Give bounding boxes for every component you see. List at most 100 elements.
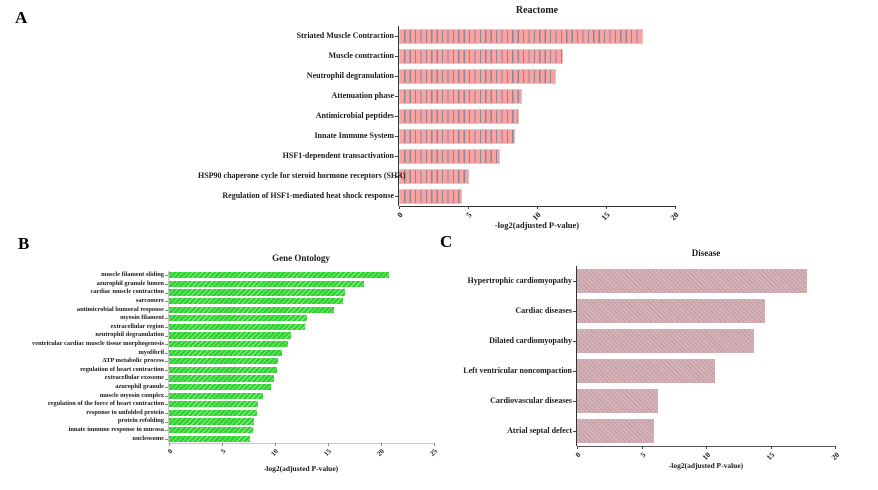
bar <box>169 323 305 331</box>
bar <box>169 272 390 279</box>
bar <box>169 340 288 348</box>
bar <box>169 280 365 288</box>
category-label: innate immune response in mucosa <box>68 425 164 433</box>
bar <box>169 349 283 356</box>
bar <box>399 168 470 184</box>
category-label: Regulation of HSF1-mediated heat shock r… <box>222 191 394 200</box>
x-tick-mark <box>399 206 400 209</box>
bar <box>577 389 659 413</box>
x-tick-label: 5 <box>218 447 227 456</box>
reactome-plot-area: Striated Muscle Contraction Muscle contra… <box>198 26 681 222</box>
bar <box>399 148 500 164</box>
y-tick-mark <box>395 76 398 77</box>
category-label: neutrophil degranulation <box>95 331 164 339</box>
bar <box>169 435 250 442</box>
y-tick-mark <box>395 116 398 117</box>
x-tick-mark <box>641 446 643 449</box>
chart-title-disease: Disease <box>691 248 721 258</box>
x-tick-label: 5 <box>464 210 474 220</box>
bar <box>577 269 807 293</box>
x-tick-label: 25 <box>428 447 439 458</box>
bar <box>169 375 274 382</box>
bar <box>399 48 564 64</box>
y-axis-line <box>576 266 577 446</box>
x-axis-line <box>169 443 434 444</box>
x-tick-mark <box>835 446 836 449</box>
category-label: Antimicrobial peptides <box>315 111 394 120</box>
category-label: myofibril <box>138 348 164 356</box>
bar <box>169 392 264 399</box>
x-tick-mark <box>434 443 435 446</box>
y-tick-mark <box>395 56 398 57</box>
category-label: Dilated cardiomyopathy <box>489 336 572 345</box>
bar <box>399 68 557 84</box>
y-tick-mark <box>573 401 576 402</box>
panel-letter-a: A <box>15 8 28 27</box>
y-tick-mark <box>165 430 168 432</box>
x-tick-mark <box>770 446 772 449</box>
x-tick-label: 15 <box>599 210 612 223</box>
bar <box>577 359 716 383</box>
x-tick-mark <box>381 443 382 446</box>
y-tick-mark <box>165 378 168 380</box>
y-tick-mark <box>395 156 398 157</box>
category-label: azurophil granule lumen <box>96 279 164 287</box>
bar <box>169 366 278 374</box>
y-tick-mark <box>165 395 168 397</box>
bar <box>169 358 279 365</box>
category-label: cardiac muscle contraction <box>90 288 164 296</box>
y-tick-mark <box>165 352 168 354</box>
y-axis-line <box>398 26 399 206</box>
bar <box>169 418 254 425</box>
x-tick-mark <box>606 206 607 209</box>
y-tick-mark <box>165 309 168 311</box>
y-tick-mark <box>573 431 576 432</box>
category-label: Cardiac diseases <box>515 306 572 315</box>
x-tick-label: 20 <box>828 450 841 462</box>
category-label: Innate Immune System <box>314 131 394 140</box>
y-tick-mark <box>165 283 168 285</box>
category-label: myosin filament <box>120 314 164 322</box>
x-tick-mark <box>169 443 170 446</box>
disease-plot-area: Hypertrophic cardiomyopathy Cardiac disea… <box>463 266 841 462</box>
y-tick-mark <box>165 326 168 328</box>
category-label: muscle filament sliding <box>101 271 164 279</box>
x-tick-label: 5 <box>638 450 648 460</box>
x-tick-mark <box>468 206 469 209</box>
category-label: Neutrophil degranulation <box>306 71 394 80</box>
bar <box>169 306 335 313</box>
category-label: regulation of the force of heart contrac… <box>47 400 164 408</box>
bar <box>399 28 644 44</box>
x-axis-label-reactome: -log2(adjusted P-value) <box>494 220 580 230</box>
bar <box>169 383 271 391</box>
y-tick-mark <box>165 292 168 294</box>
x-axis-label-disease: -log2(adjusted P-value) <box>668 461 744 470</box>
category-label: HSF1-dependent transactivation <box>282 151 394 160</box>
y-tick-mark <box>165 369 168 371</box>
category-label: ventricular cardiac muscle tissue morpho… <box>32 339 164 347</box>
x-tick-label: 20 <box>375 447 386 458</box>
bar <box>169 401 259 408</box>
bar <box>577 329 754 353</box>
category-label: sarcomere <box>135 296 164 304</box>
bar <box>169 332 291 339</box>
y-tick-mark <box>395 96 398 97</box>
y-tick-mark <box>165 412 168 414</box>
category-label: Hypertrophic cardiomyopathy <box>467 276 572 285</box>
y-tick-mark <box>165 361 168 363</box>
x-axis-label-gene-ontology: -log2(adjusted P-value) <box>263 464 339 473</box>
category-label: Muscle contraction <box>328 51 394 60</box>
category-label: HSP90 chaperone cycle for steroid hormon… <box>198 171 406 180</box>
category-label: Left ventricular noncompaction <box>463 366 572 375</box>
x-tick-label: 10 <box>269 447 280 458</box>
x-tick-label: 20 <box>668 210 681 223</box>
bar <box>399 108 520 124</box>
y-tick-mark <box>165 275 168 277</box>
y-tick-mark <box>395 196 398 197</box>
category-label: azurophil granule <box>115 382 164 390</box>
x-tick-label: 0 <box>573 450 583 460</box>
x-tick-label: 0 <box>395 210 405 220</box>
bar <box>169 297 343 305</box>
chart-title-reactome: Reactome <box>515 5 559 16</box>
